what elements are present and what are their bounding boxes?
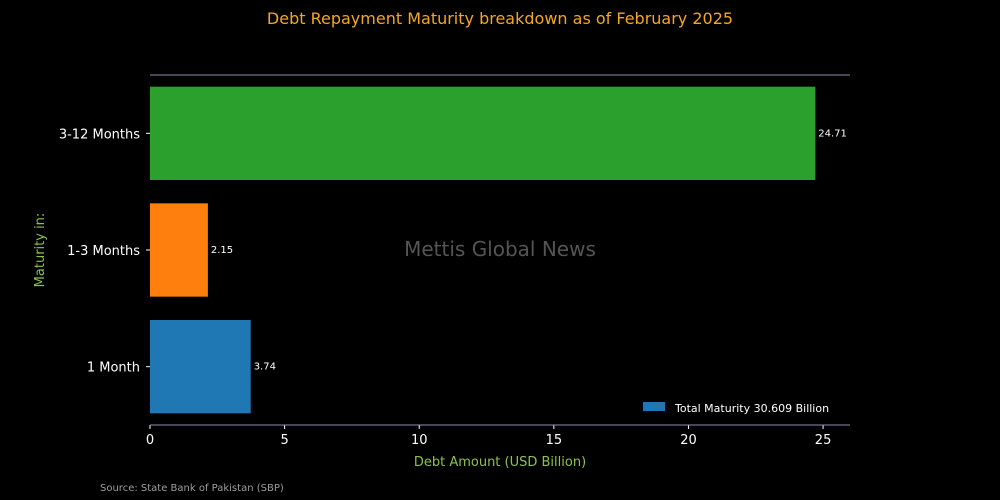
x-tick-label: 15 <box>546 433 563 448</box>
bar-value-label: 2.15 <box>211 245 233 256</box>
bar-value-label: 3.74 <box>254 362 276 373</box>
y-tick-label: 1 Month <box>87 361 140 376</box>
x-tick-label: 10 <box>411 433 428 448</box>
legend-swatch <box>643 402 665 411</box>
legend: Total Maturity 30.609 Billion <box>643 402 829 415</box>
x-tick-label: 0 <box>146 433 154 448</box>
x-tick-label: 5 <box>280 433 288 448</box>
source-note: Source: State Bank of Pakistan (SBP) <box>100 483 284 494</box>
chart-title: Debt Repayment Maturity breakdown as of … <box>267 9 733 28</box>
bar-3-12-months <box>150 86 816 180</box>
bar-1-month <box>150 320 251 414</box>
y-tick-label: 3-12 Months <box>59 127 140 142</box>
bar-value-label: 24.71 <box>818 128 847 139</box>
y-axis-label: Maturity in: <box>33 213 48 288</box>
y-tick-label: 1-3 Months <box>67 244 140 259</box>
bar-1-3-months <box>150 203 208 297</box>
plot-area: 3.74 1 Month 2.15 1-3 Months 24.71 3-12 Month… <box>59 86 847 448</box>
x-tick-label: 20 <box>680 433 697 448</box>
x-axis-label: Debt Amount (USD Billion) <box>414 455 586 470</box>
x-tick-label: 25 <box>815 433 832 448</box>
legend-label: Total Maturity 30.609 Billion <box>674 402 829 415</box>
watermark: Mettis Global News <box>404 237 596 261</box>
